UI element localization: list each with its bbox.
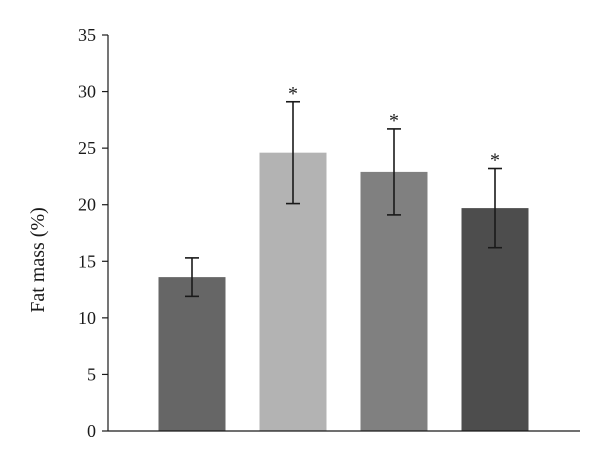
y-tick-label: 35 bbox=[78, 25, 96, 45]
y-tick-label: 20 bbox=[78, 195, 96, 215]
y-axis-ticks: 0 5 10 15 20 25 30 35 bbox=[78, 25, 108, 441]
y-tick-label: 25 bbox=[78, 138, 96, 158]
bars-group bbox=[158, 152, 529, 431]
y-axis-label: Fat mass (%) bbox=[27, 207, 49, 313]
bar-1 bbox=[158, 277, 226, 431]
y-tick-label: 5 bbox=[87, 364, 96, 384]
error-bar-4 bbox=[488, 167, 502, 249]
y-tick-label: 30 bbox=[78, 82, 96, 102]
y-tick-label: 0 bbox=[87, 421, 96, 441]
significance-star-3: * bbox=[389, 110, 399, 132]
error-bar-1 bbox=[185, 257, 199, 298]
y-tick-label: 10 bbox=[78, 308, 96, 328]
error-bar-2 bbox=[286, 100, 300, 205]
significance-star-4: * bbox=[490, 150, 500, 172]
significance-markers: * * * bbox=[288, 83, 500, 172]
significance-star-2: * bbox=[288, 83, 298, 105]
y-tick-label: 15 bbox=[78, 251, 96, 271]
error-bar-3 bbox=[387, 128, 401, 216]
error-bars-group bbox=[185, 100, 502, 298]
